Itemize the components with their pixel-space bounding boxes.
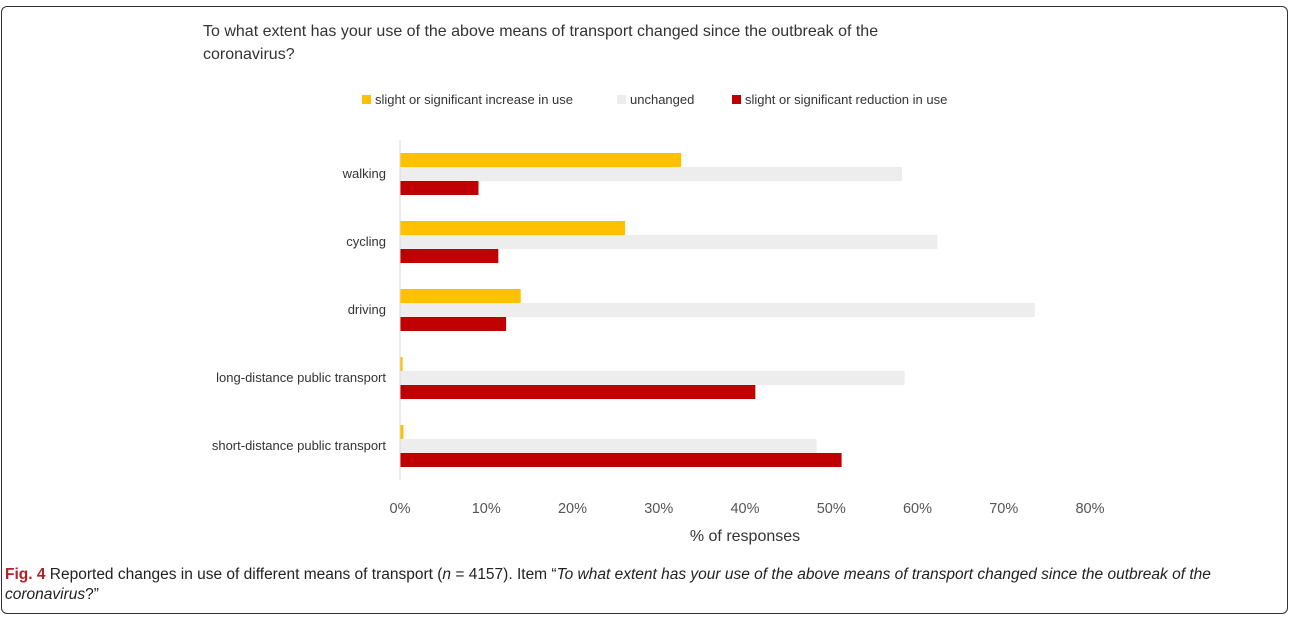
bars-layer — [400, 153, 1035, 467]
chart-title: To what extent has your use of the above… — [203, 23, 879, 63]
x-tick-label: 80% — [1075, 501, 1104, 517]
bar-walking-reduction — [400, 181, 479, 195]
bar-cycling-reduction — [400, 249, 499, 263]
caption-text-c: ?” — [85, 586, 99, 603]
category-label-short-distance-public-transport: short-distance public transport — [212, 438, 387, 453]
x-tick-label: 60% — [903, 501, 932, 517]
category-label-long-distance-public-transport: long-distance public transport — [216, 370, 386, 385]
legend-swatch-unchanged — [617, 95, 626, 104]
caption-n-symbol: n — [442, 566, 452, 583]
x-tick-label: 70% — [989, 501, 1018, 517]
caption-text-a: Reported changes in use of different mea… — [45, 566, 443, 583]
bar-short-distance-public-transport-increase — [400, 425, 404, 439]
category-labels: walking cycling driving long-distance publi… — [212, 166, 387, 453]
bar-cycling-unchanged — [400, 235, 938, 249]
figure-caption: Fig. 4 Reported changes in use of differ… — [5, 565, 1275, 605]
x-tick-label: 40% — [730, 501, 759, 517]
caption-text-b: = 4157). Item “ — [451, 566, 557, 583]
legend-swatch-increase — [362, 95, 371, 104]
bar-short-distance-public-transport-reduction — [400, 453, 842, 467]
x-tick-label: 0% — [390, 501, 411, 517]
legend-label-increase: slight or significant increase in use — [375, 92, 573, 107]
legend-item-unchanged: unchanged — [617, 92, 694, 107]
bar-driving-unchanged — [400, 303, 1035, 317]
bar-short-distance-public-transport-unchanged — [400, 439, 817, 453]
bar-long-distance-public-transport-unchanged — [400, 371, 905, 385]
x-tick-label: 50% — [817, 501, 846, 517]
bar-walking-increase — [400, 153, 682, 167]
bar-walking-unchanged — [400, 167, 902, 181]
caption-question: To what extent has your use of the above… — [5, 566, 1211, 603]
x-tick-label: 20% — [558, 501, 587, 517]
legend-label-reduction: slight or significant reduction in use — [745, 92, 948, 107]
bar-long-distance-public-transport-increase — [400, 357, 403, 371]
bar-driving-increase — [400, 289, 521, 303]
legend-swatch-reduction — [732, 95, 741, 104]
category-label-cycling: cycling — [346, 234, 386, 249]
legend-item-increase: slight or significant increase in use — [362, 92, 573, 107]
category-label-walking: walking — [342, 166, 386, 181]
caption-figure-label: Fig. 4 — [5, 566, 46, 583]
x-tick-label: 30% — [644, 501, 673, 517]
figure-frame — [1, 6, 1288, 614]
legend-label-unchanged: unchanged — [630, 92, 695, 107]
x-tick-label: 10% — [472, 501, 501, 517]
x-tick-labels: 0% 10% 20% 30% 40% 50% 60% 70% 80% — [390, 501, 1105, 517]
bar-driving-reduction — [400, 317, 507, 331]
bar-cycling-increase — [400, 221, 626, 235]
bar-long-distance-public-transport-reduction — [400, 385, 756, 399]
category-label-driving: driving — [348, 302, 386, 317]
legend-item-reduction: slight or significant reduction in use — [732, 92, 947, 107]
x-axis-title: % of responses — [689, 528, 801, 545]
